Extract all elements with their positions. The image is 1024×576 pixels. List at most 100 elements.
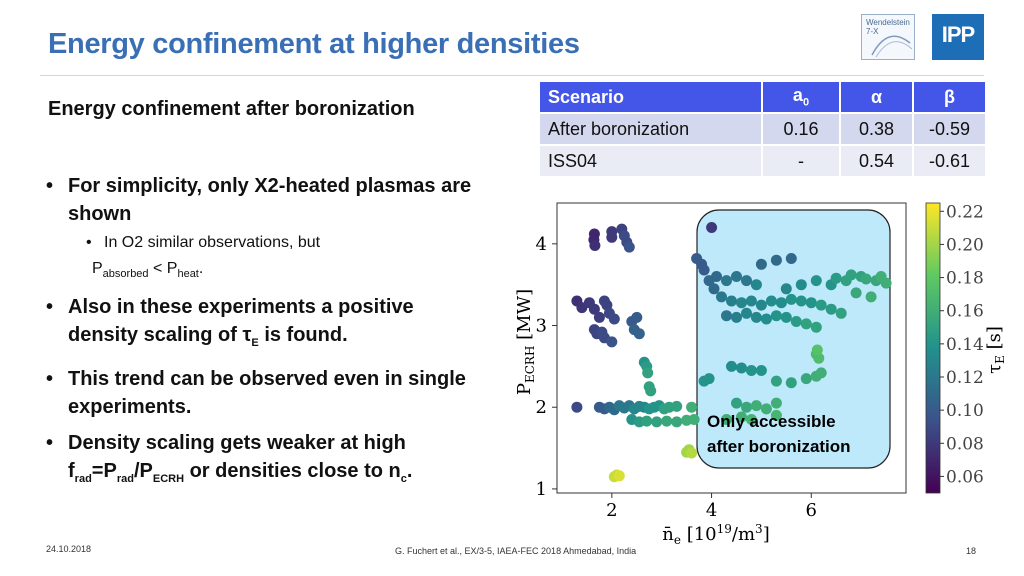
data-point [616, 223, 628, 235]
data-point [642, 367, 654, 379]
y-tick-label: 1 [536, 479, 547, 500]
table-cell: -0.61 [914, 146, 985, 176]
data-point [601, 299, 613, 311]
title-divider [40, 75, 984, 76]
data-point [755, 299, 767, 311]
data-point [795, 295, 807, 307]
data-point [576, 302, 588, 314]
table-header-beta: β [914, 82, 985, 112]
data-point [721, 275, 732, 287]
plot-area [556, 202, 907, 494]
data-point [618, 402, 630, 414]
slide-subtitle: Energy confinement after boronization [48, 98, 415, 120]
data-point [736, 411, 747, 423]
colorbar-tick-label: 0.16 [946, 302, 984, 322]
data-point [711, 271, 722, 282]
wendelstein-logo-line1: Wendelstein [866, 18, 910, 27]
data-point [860, 273, 872, 285]
colorbar-tick-label: 0.14 [946, 335, 984, 355]
data-point [706, 222, 718, 233]
annotation-line1: Only accessible [707, 412, 836, 431]
table-cell: - [763, 146, 839, 176]
table-cell: ISS04 [540, 146, 761, 176]
data-point [736, 297, 747, 309]
data-point [648, 401, 660, 413]
data-point [880, 277, 892, 289]
data-point [770, 375, 782, 387]
data-point [606, 226, 618, 238]
data-point [741, 275, 752, 287]
data-point [750, 311, 762, 323]
data-point [800, 373, 812, 385]
data-point [623, 241, 635, 253]
data-point [750, 400, 762, 412]
data-point [598, 295, 610, 307]
data-point [716, 291, 727, 303]
table-header-alpha: α [841, 82, 912, 112]
data-point [671, 416, 683, 428]
data-point [611, 469, 623, 481]
data-point [603, 307, 615, 319]
table-cell: 0.16 [763, 114, 839, 144]
bullet-text-d: or densities close to n [184, 460, 401, 483]
data-point [571, 401, 583, 413]
data-point [681, 446, 693, 458]
sub-heat: heat [177, 268, 199, 281]
data-point [731, 271, 742, 282]
data-point [770, 397, 782, 409]
sub-ecrh: ECRH [152, 473, 185, 486]
data-point [726, 360, 737, 372]
data-point [830, 272, 842, 284]
data-point [721, 414, 732, 425]
y-axis-label: PECRH [MW] [514, 289, 537, 395]
data-point [593, 401, 605, 413]
data-point [731, 397, 742, 409]
bullet-item: • Also in these experiments a positive d… [46, 293, 486, 357]
sub-bullet-end: . [198, 260, 204, 277]
data-point [588, 303, 600, 315]
bullet-text-e: . [406, 460, 413, 483]
data-point [790, 316, 802, 327]
data-point [643, 403, 655, 415]
bullet-dot: • [86, 234, 92, 251]
bullet-text: Also in these experiments a positive den… [68, 296, 414, 347]
data-point [591, 328, 603, 340]
data-point [785, 293, 797, 305]
data-point [588, 324, 600, 336]
data-point [785, 377, 797, 389]
bullet-item: • For simplicity, only X2-heated plasmas… [46, 172, 486, 228]
data-point [623, 400, 635, 412]
data-point [795, 279, 807, 291]
bullet-text-b: =P [91, 460, 117, 483]
colorbar-tick-label: 0.18 [946, 269, 984, 289]
wendelstein-logo-line2: 7-X [866, 27, 879, 36]
bullet-text: This trend can be observed even in singl… [68, 368, 466, 419]
colorbar-label: τE [s] [984, 326, 1007, 374]
bullet-text-c: /P [133, 460, 153, 483]
data-point [626, 316, 638, 327]
data-point [703, 275, 715, 287]
data-point [583, 297, 595, 309]
data-point [608, 404, 620, 416]
x-tick-label: 4 [706, 500, 717, 521]
data-point [608, 471, 620, 483]
data-point [661, 415, 673, 427]
data-point [741, 401, 752, 413]
data-point [593, 311, 605, 323]
data-point [750, 279, 762, 291]
data-point [628, 324, 640, 336]
data-point [589, 240, 601, 251]
data-point [703, 373, 715, 385]
wendelstein-logo-graphic [871, 35, 913, 58]
data-point [825, 303, 837, 315]
table-row: ISS04 - 0.54 -0.61 [540, 146, 985, 176]
data-point [721, 310, 732, 322]
y-tick-label: 4 [536, 234, 547, 255]
table-cell: 0.54 [841, 146, 912, 176]
data-point [686, 401, 698, 413]
sub-rad2: rad [116, 473, 134, 486]
sub-bullet-item: • In O2 similar observations, but Pabsor… [86, 230, 486, 287]
data-point [845, 269, 857, 281]
colorbar-tick-label: 0.10 [946, 401, 984, 421]
data-point [621, 236, 633, 248]
